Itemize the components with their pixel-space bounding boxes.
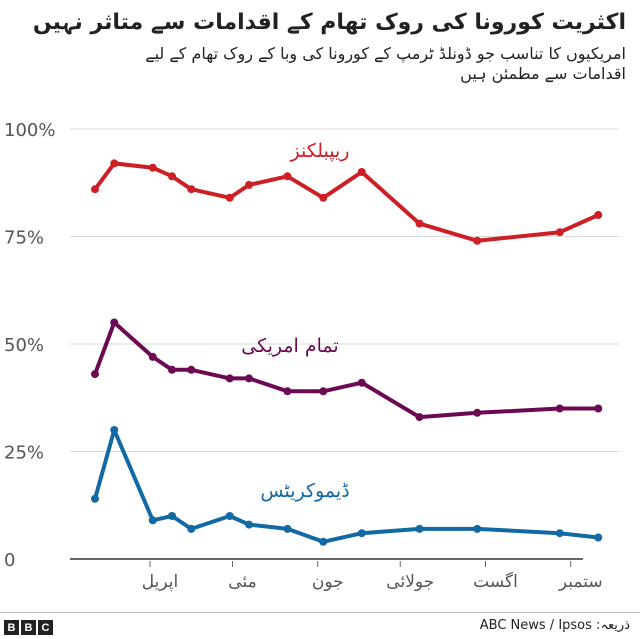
data-point xyxy=(91,185,99,194)
data-point xyxy=(168,365,176,374)
y-tick-label: 100% xyxy=(4,120,55,141)
y-tick-label: 25% xyxy=(4,443,44,464)
data-point xyxy=(283,387,292,396)
data-point xyxy=(283,524,292,533)
x-tick-label: جولائی xyxy=(386,572,434,592)
data-point xyxy=(357,168,366,176)
data-point xyxy=(110,318,119,327)
data-point xyxy=(415,219,424,228)
y-tick-label: 75% xyxy=(4,228,44,249)
x-tick-label: جون xyxy=(312,572,344,592)
data-point xyxy=(415,413,424,422)
data-point xyxy=(594,211,603,219)
series-label: ڈیموکریٹس xyxy=(260,480,349,502)
data-point xyxy=(148,163,157,172)
data-point xyxy=(91,494,99,503)
data-point xyxy=(110,426,119,434)
data-point xyxy=(225,193,234,202)
data-point xyxy=(473,524,482,533)
data-point xyxy=(187,365,196,374)
data-point xyxy=(148,352,157,361)
footer-divider xyxy=(0,612,640,613)
data-point xyxy=(245,180,253,189)
source-credit: ذریعہ: ABC News / Ipsos xyxy=(479,618,630,633)
data-point xyxy=(555,228,564,237)
series-label: ریپبلکنز xyxy=(290,140,350,162)
data-point xyxy=(168,512,176,520)
x-tick-label: اپریل xyxy=(142,572,178,592)
data-point xyxy=(245,374,253,383)
x-tick-label: اگست xyxy=(473,571,518,592)
data-point xyxy=(283,172,292,181)
data-point xyxy=(473,408,482,417)
data-point xyxy=(187,185,196,194)
data-point xyxy=(555,529,564,538)
data-point xyxy=(473,236,482,245)
data-point xyxy=(319,387,328,396)
data-point xyxy=(319,537,328,546)
data-point xyxy=(187,524,196,533)
data-point xyxy=(594,404,603,413)
y-tick-label: 50% xyxy=(4,335,44,356)
data-point xyxy=(225,512,234,520)
data-point xyxy=(357,378,366,387)
y-tick-label: 0 xyxy=(4,550,15,571)
data-point xyxy=(148,516,157,525)
x-tick-label: مئی xyxy=(228,572,256,592)
data-point xyxy=(91,370,99,379)
data-point xyxy=(415,524,424,533)
x-tick-label: ستمبر xyxy=(558,572,603,592)
series-label: تمام امریکی xyxy=(241,335,338,357)
data-point xyxy=(110,159,119,168)
data-point xyxy=(225,374,234,383)
data-point xyxy=(168,172,176,181)
data-point xyxy=(245,520,253,529)
data-point xyxy=(319,193,328,202)
data-point xyxy=(357,529,366,538)
data-point xyxy=(594,533,603,542)
chart-subtitle: امریکیوں کا تناسب جو ڈونلڈ ٹرمپ کے کورون… xyxy=(145,44,626,83)
data-point xyxy=(555,404,564,413)
chart-title: اکثریت کورونا کی روک تھام کے اقدامات سے … xyxy=(32,10,626,35)
